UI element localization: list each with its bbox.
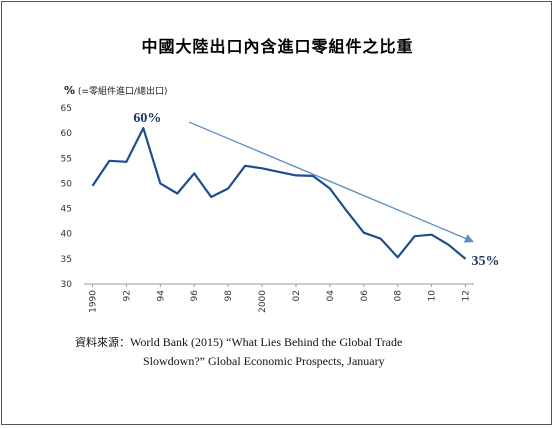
y-tick-label: 45 xyxy=(61,205,72,215)
source-label: 資料來源： xyxy=(75,336,130,349)
chart-title: 中國大陸出口內含進口零組件之比重 xyxy=(141,37,414,56)
end-annotation: 35% xyxy=(472,254,500,269)
x-tick-label: 96 xyxy=(190,290,200,302)
peak-annotation: 60% xyxy=(133,111,161,126)
trend-arrow xyxy=(188,121,474,243)
x-tick-label: 1990 xyxy=(88,290,98,313)
x-tick-label: 94 xyxy=(156,290,166,302)
y-tick-label: 40 xyxy=(61,230,73,240)
y-axis-unit: % xyxy=(64,84,76,97)
y-axis-description: (=零組件進口/總出口) xyxy=(77,87,168,97)
x-tick-label: 04 xyxy=(326,290,336,302)
y-axis-label: % (=零組件進口/總出口) xyxy=(64,84,168,97)
annotation-layer: 60% 35% xyxy=(133,111,499,269)
series-layer xyxy=(91,127,467,260)
x-tick-label: 02 xyxy=(292,290,302,301)
source-line-2: Slowdown?” Global Economic Prospects, Ja… xyxy=(143,354,385,368)
y-tick-label: 30 xyxy=(61,280,73,290)
x-tick-label: 2000 xyxy=(258,290,268,313)
series-line xyxy=(91,127,467,260)
y-tick-label: 50 xyxy=(61,179,73,189)
x-tick-label: 10 xyxy=(428,290,438,302)
y-tick-label: 60 xyxy=(61,129,73,139)
x-tick-label: 06 xyxy=(360,290,370,302)
x-tick-label: 12 xyxy=(462,290,472,301)
x-tick-label: 08 xyxy=(394,290,404,302)
source-note: 資料來源：World Bank (2015) “What Lies Behind… xyxy=(75,333,495,371)
y-tick-label: 35 xyxy=(61,255,72,265)
y-tick-label: 55 xyxy=(61,154,72,164)
tick-labels: 30 35 40 45 50 55 60 65 1990 92 94 96 98 2000 02 04 06 08… xyxy=(61,104,472,313)
x-tick-label: 92 xyxy=(122,290,132,301)
y-tick-label: 65 xyxy=(61,104,72,114)
source-line-1: World Bank (2015) “What Lies Behind the … xyxy=(130,335,403,349)
x-tick-label: 98 xyxy=(224,290,234,302)
axes xyxy=(84,283,474,287)
